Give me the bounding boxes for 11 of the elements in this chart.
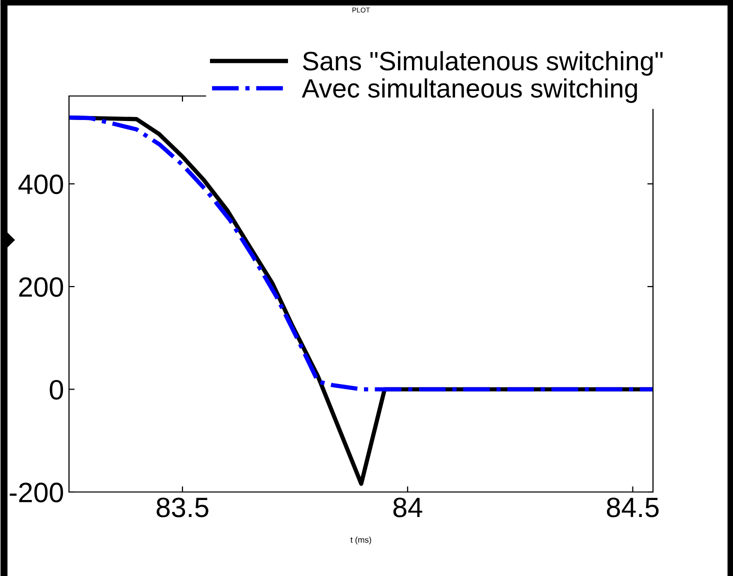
y-tick-label: 400 — [18, 174, 64, 194]
x-tick-label: 84 — [393, 498, 422, 518]
x-tick-label: 84.5 — [606, 498, 659, 518]
legend-label: Sans "Simulatenous switching" — [302, 51, 663, 76]
x-tick-label: 83.5 — [156, 498, 208, 518]
y-tick-label: -200 — [10, 482, 64, 502]
legend-label: Avec simultaneous switching — [302, 78, 637, 103]
line-series — [69, 115, 653, 392]
y-tick-label: 200 — [19, 277, 64, 297]
y-tick-label: 0 — [50, 380, 64, 400]
x-axis-title: t (ms) — [350, 536, 372, 544]
